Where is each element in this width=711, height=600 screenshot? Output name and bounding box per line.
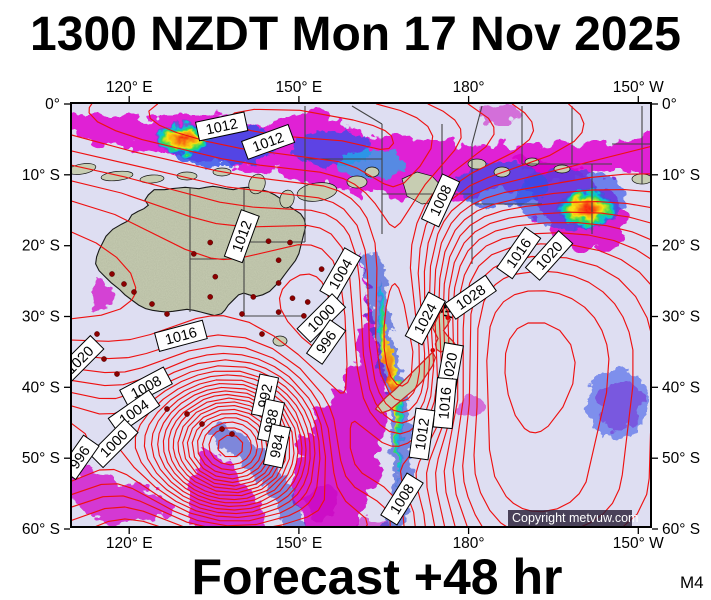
svg-text:30° S: 30° S: [662, 309, 700, 326]
svg-text:60° S: 60° S: [662, 521, 700, 538]
svg-text:180°: 180°: [453, 535, 485, 552]
svg-text:20° S: 20° S: [662, 238, 700, 255]
svg-text:180°: 180°: [453, 79, 485, 96]
svg-text:60° S: 60° S: [22, 521, 60, 538]
svg-text:120° E: 120° E: [106, 79, 153, 96]
svg-text:30° S: 30° S: [22, 309, 60, 326]
svg-text:50° S: 50° S: [662, 450, 700, 467]
svg-text:120° E: 120° E: [106, 535, 153, 552]
svg-text:150° W: 150° W: [613, 535, 664, 552]
svg-text:10° S: 10° S: [22, 167, 60, 184]
svg-text:50° S: 50° S: [22, 450, 60, 467]
svg-text:150° E: 150° E: [276, 79, 323, 96]
svg-text:0°: 0°: [45, 96, 60, 113]
svg-text:40° S: 40° S: [22, 379, 60, 396]
svg-text:150° W: 150° W: [613, 79, 664, 96]
svg-text:20° S: 20° S: [22, 238, 60, 255]
svg-text:40° S: 40° S: [662, 379, 700, 396]
svg-text:10° S: 10° S: [662, 167, 700, 184]
svg-text:150° E: 150° E: [276, 535, 323, 552]
svg-text:0°: 0°: [662, 96, 677, 113]
